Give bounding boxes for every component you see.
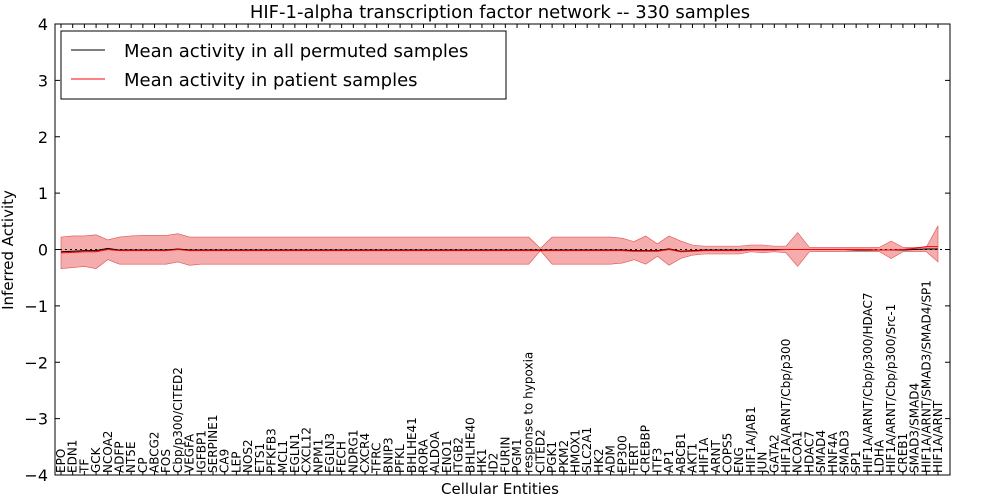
x-tick-label: FECH xyxy=(335,441,349,473)
x-tick-label: NT5E xyxy=(124,441,138,473)
patient-band xyxy=(60,225,939,270)
x-tick-label: SP1 xyxy=(849,451,863,474)
legend: Mean activity in all permuted samples Me… xyxy=(60,30,507,100)
legend-label-permuted: Mean activity in all permuted samples xyxy=(124,41,468,62)
x-tick-label: HIF1A/ARNT xyxy=(931,400,945,473)
x-tick-label: LEP xyxy=(229,451,243,473)
x-tick-label: BHLHE41 xyxy=(405,417,419,473)
legend-box xyxy=(60,30,507,100)
x-tick-label: IGFBP1 xyxy=(194,430,208,473)
y-tick-label: −1 xyxy=(24,297,48,316)
y-tick-label: 2 xyxy=(38,128,48,147)
x-tick-label: TFRC xyxy=(370,443,384,474)
x-tick-label: PGM1 xyxy=(510,438,524,473)
x-tick-label: EP300 xyxy=(615,435,629,473)
x-tick-label: HMOX1 xyxy=(569,429,583,473)
x-tick-label: Cbp/p300/CITED2 xyxy=(171,367,185,473)
x-tick-label: MCL1 xyxy=(276,440,290,473)
x-tick-label: EPO xyxy=(54,449,68,473)
x-tick-label: NOS2 xyxy=(241,439,255,473)
x-axis-label: Cellular Entities xyxy=(441,480,559,498)
x-tick-label: CA9 xyxy=(218,449,232,473)
x-tick-label: COPS5 xyxy=(721,433,735,473)
x-tick-label: TERT xyxy=(627,443,641,474)
x-tick-label: PGK1 xyxy=(545,441,559,473)
x-tick-label: ENO1 xyxy=(440,439,454,473)
legend-label-patient: Mean activity in patient samples xyxy=(124,70,418,91)
x-tick-label: EGLN1 xyxy=(288,433,302,473)
x-tick-label: HIF1A/ARNT/Cbp/p300/Src-1 xyxy=(884,304,898,473)
x-tick-label: ITF3 xyxy=(650,448,664,473)
x-tick-label: PFKL xyxy=(393,444,407,473)
x-tick-label: FURIN xyxy=(498,436,512,473)
y-tick-label: −4 xyxy=(24,466,48,485)
x-tick-label: CP xyxy=(136,457,150,473)
x-tick-label: ABCG2 xyxy=(148,431,162,473)
x-tick-label: ADM xyxy=(604,445,618,473)
series-line-patient xyxy=(60,246,938,254)
x-tick-label: TF xyxy=(77,459,91,474)
x-tick-label: HK2 xyxy=(592,448,606,473)
y-tick-label: 1 xyxy=(38,184,48,203)
x-tick-label: SMAD3/SMAD4 xyxy=(908,383,922,473)
y-tick-label: 4 xyxy=(38,15,48,34)
x-tick-label: NCOA1 xyxy=(791,431,805,473)
x-tick-label: ETS1 xyxy=(253,443,267,473)
x-tick-label: PFKFB3 xyxy=(264,428,278,473)
x-tick-label: JUN xyxy=(756,452,770,474)
y-tick-label: −2 xyxy=(24,353,48,372)
x-tick-label: HNF4A xyxy=(826,431,840,473)
x-tick-label: HIF1A xyxy=(697,437,711,473)
x-tick-label: SMAD3 xyxy=(837,430,851,473)
x-tick-label: SLC2A1 xyxy=(580,427,594,473)
y-tick-label: −3 xyxy=(24,410,48,429)
x-tick-label: CITED2 xyxy=(533,429,547,473)
y-tick-label: 0 xyxy=(38,241,48,260)
x-tick-label: EGLN3 xyxy=(323,433,337,473)
x-tick-label: VEGFA xyxy=(183,433,197,473)
x-tick-label: response to hypoxia xyxy=(522,352,536,473)
x-tick-label: ITGB2 xyxy=(452,437,466,473)
x-tick-label: ID2 xyxy=(487,453,501,473)
x-tick-label: HK1 xyxy=(475,448,489,473)
x-tick-label: SERPINE1 xyxy=(206,414,220,473)
x-axis-categories: EPOEDN1TFGCKNCOA2ADFPNT5ECPABCG2FOSCbp/p… xyxy=(54,24,945,475)
y-axis-label: Inferred Activity xyxy=(0,190,17,310)
x-tick-label: CREB1 xyxy=(896,433,910,473)
x-tick-label: AKT1 xyxy=(685,443,699,473)
x-tick-label: LDHA xyxy=(873,439,887,473)
x-tick-label: CXCR4 xyxy=(358,433,372,473)
x-tick-label: GCK xyxy=(89,446,103,473)
x-tick-label: HIF1A/JAB1 xyxy=(744,406,758,473)
x-tick-label: CREBBP xyxy=(639,425,653,473)
x-tick-label: HIF1A/ARNT/Cbp/p300/HDAC7 xyxy=(861,292,875,473)
x-tick-label: HDAC7 xyxy=(802,431,816,473)
x-tick-label: ENG xyxy=(732,447,746,473)
x-tick-label: BHLHE40 xyxy=(463,417,477,473)
x-tick-label: CXCL12 xyxy=(300,427,314,473)
y-tick-label: 3 xyxy=(38,71,48,90)
x-tick-label: HIF1A/ARNT/Cbp/p300 xyxy=(779,339,793,473)
y-axis: −4 −3 −2 −1 0 1 2 3 4 xyxy=(24,15,950,485)
x-tick-label: ADFP xyxy=(112,441,126,473)
x-tick-label: RORA xyxy=(416,438,430,473)
x-tick-label: BNIP3 xyxy=(381,437,395,473)
x-tick-label: NPM1 xyxy=(311,439,325,473)
x-tick-label: NDRG1 xyxy=(346,430,360,474)
x-tick-label: NCOA2 xyxy=(101,431,115,473)
x-tick-label: PKM2 xyxy=(557,440,571,473)
plot-area xyxy=(55,225,950,270)
x-tick-label: AP1 xyxy=(662,450,676,473)
x-tick-label: ABCB1 xyxy=(674,433,688,473)
x-tick-label: GATA2 xyxy=(767,434,781,473)
x-tick-label: SMAD4 xyxy=(814,430,828,473)
x-tick-label: HIF1A/ARNT/SMAD3/SMAD4/SP1 xyxy=(919,280,933,473)
chart-title: HIF-1-alpha transcription factor network… xyxy=(250,2,750,23)
x-tick-label: ALDOA xyxy=(428,431,442,473)
x-tick-label: ARNT xyxy=(709,439,723,473)
x-tick-label: EDN1 xyxy=(66,440,80,473)
x-tick-label: FOS xyxy=(159,449,173,473)
